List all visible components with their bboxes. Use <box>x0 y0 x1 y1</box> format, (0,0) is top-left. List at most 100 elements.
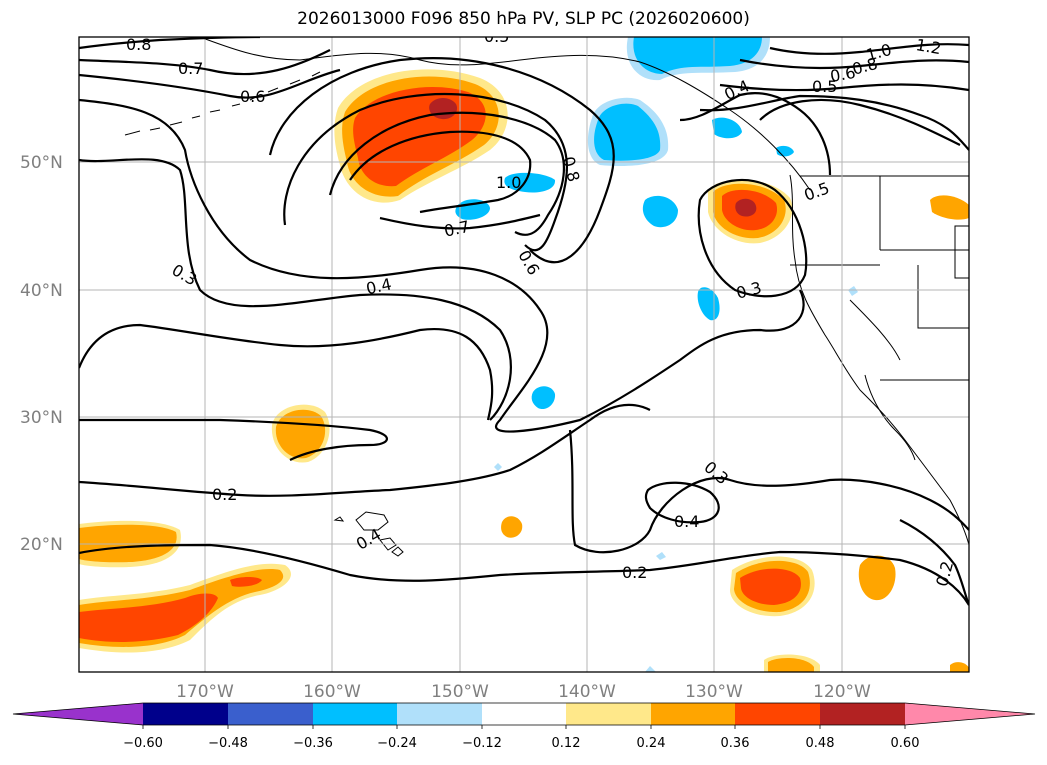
pv-positive-blob-30n-core <box>275 409 326 459</box>
colorbar-extend-high <box>905 703 1035 725</box>
colorbar-swatch-1 <box>143 703 228 725</box>
lon-label-140w: 140°W <box>558 682 616 702</box>
colorbar-tick-label-5: −0.12 <box>462 736 502 751</box>
pv-positive-small-6 <box>950 662 969 672</box>
contour-label-9: 0.4 <box>364 274 393 298</box>
pv-positive-strip-sw-peak <box>79 593 218 642</box>
contour-label-13: 0.4 <box>674 512 699 531</box>
contour-0.3-west <box>79 158 512 421</box>
pv-positive-small-1 <box>858 555 896 601</box>
lat-label-40n: 40°N <box>20 281 63 301</box>
pv-shading <box>79 37 969 672</box>
colorbar-swatch-7 <box>651 703 735 725</box>
graticule <box>79 37 969 672</box>
contour-ne-0.4 <box>679 92 832 176</box>
contour-gulf-outer <box>79 98 805 433</box>
contour-0.7-label-line <box>379 213 541 230</box>
contour-gulf-inner1 <box>283 92 569 252</box>
pv-negative-small-6 <box>712 117 742 139</box>
contour-30n-trough <box>79 418 388 461</box>
pv-positive-small-5 <box>768 657 814 672</box>
contour-gulf-mid <box>268 57 615 264</box>
contour-label-12: 0.2 <box>212 485 237 504</box>
pv-negative-core-alaska <box>633 37 762 74</box>
contour-label-15: 0.2 <box>622 563 647 582</box>
pv-negative-small-11 <box>848 286 858 296</box>
contour-0.2-south <box>79 543 969 606</box>
colorbar-tick-label-6: 0.12 <box>552 736 581 751</box>
colorbar-tick-label-8: 0.36 <box>721 736 750 751</box>
colorbar-swatch-9 <box>820 703 905 725</box>
contour-label-2: 0.7 <box>178 59 203 78</box>
lon-label-120w: 120°W <box>813 682 871 702</box>
pv-negative-small-10 <box>645 666 656 672</box>
pv-negative-small-9 <box>656 552 666 560</box>
hawaii-islands <box>333 511 404 557</box>
contour-0.3-oregon-ring <box>697 178 808 298</box>
contour-0.2-east <box>899 519 969 606</box>
lon-label-150w: 150°W <box>431 682 489 702</box>
pv-positive-max-oregon <box>735 198 757 217</box>
contour-label-1: 0.8 <box>126 35 151 54</box>
longitude-labels: 170°W 160°W 150°W 140°W 130°W 120°W <box>176 682 871 702</box>
contour-label-4: 0.5 <box>484 27 509 46</box>
contour-ne-1.0 <box>769 43 969 56</box>
colorbar-tick-label-9: 0.48 <box>806 736 835 751</box>
pv-positive-strip-20n-core <box>79 524 177 563</box>
lat-label-30n: 30°N <box>20 408 63 428</box>
colorbar-tick-label-2: −0.48 <box>208 736 248 751</box>
contour-gulf-inner3 <box>349 130 532 214</box>
contour-ne-bc <box>759 98 961 146</box>
contour-0.2-central <box>79 403 651 497</box>
lon-label-130w: 130°W <box>685 682 743 702</box>
colorbar-swatch-2 <box>228 703 313 725</box>
colorbar-swatch-3 <box>313 703 397 725</box>
pv-positive-small-3 <box>930 195 969 220</box>
contour-0.7-nw <box>79 49 331 76</box>
contour-0.4-central-ring <box>644 481 720 524</box>
pv-negative-small-5 <box>531 386 556 410</box>
colorbar-swatch-6 <box>566 703 651 725</box>
map-title: 2026013000 F096 850 hPa PV, SLP PC (2026… <box>297 9 750 29</box>
pv-positive-peak-baja <box>740 568 801 605</box>
us-state-borders <box>790 176 969 381</box>
contour-label-3: 0.6 <box>240 87 265 106</box>
contour-label-5: 1.0 <box>496 173 521 192</box>
lon-label-160w: 160°W <box>303 682 361 702</box>
contour-gulf-inner2 <box>328 111 566 236</box>
contour-0.6-nw <box>79 68 341 99</box>
colorbar-swatch-4 <box>397 703 482 725</box>
pv-negative-core-bc <box>594 103 661 161</box>
pv-positive-small-2 <box>501 516 523 538</box>
map-frame <box>78 36 970 673</box>
baja-peninsula <box>864 374 916 461</box>
map-panel <box>79 37 969 672</box>
contour-0.2-west <box>79 323 494 421</box>
contour-label-7: 0.7 <box>442 217 471 241</box>
colorbar-swatch-8 <box>735 703 820 725</box>
contour-ne-0.8 <box>739 58 969 70</box>
contour-label-23: 0.5 <box>812 77 837 96</box>
colorbar-tick-label-1: −0.60 <box>123 736 163 751</box>
colorbar-tick-label-7: 0.24 <box>637 736 666 751</box>
lat-label-50n: 50°N <box>20 153 63 173</box>
pv-negative-small-8 <box>494 463 502 471</box>
contour-label-20: 1.2 <box>914 35 942 58</box>
colorbar-swatch-5 <box>482 703 566 725</box>
colorbar-tick-label-4: −0.24 <box>377 736 417 751</box>
colorbar-ticks <box>142 725 906 729</box>
lat-label-20n: 20°N <box>20 535 63 555</box>
pv-positive-strip-sw-peak2 <box>230 577 262 587</box>
contour-0.3-central <box>568 429 969 554</box>
colorbar-tick-label-3: −0.36 <box>293 736 333 751</box>
slp-contours <box>79 37 969 606</box>
contour-ne-0.6 <box>719 83 969 92</box>
pv-negative-small-1 <box>504 172 556 193</box>
colorbar-tick-label-10: 0.60 <box>891 736 920 751</box>
colorbar: −0.60 −0.48 −0.36 −0.24 −0.12 0.12 0.24 … <box>12 702 1036 751</box>
contour-label-22: 0.6 <box>829 63 857 86</box>
colorbar-extend-low <box>13 703 143 725</box>
contour-ne-0.5 <box>699 94 969 151</box>
lon-label-170w: 170°W <box>176 682 234 702</box>
